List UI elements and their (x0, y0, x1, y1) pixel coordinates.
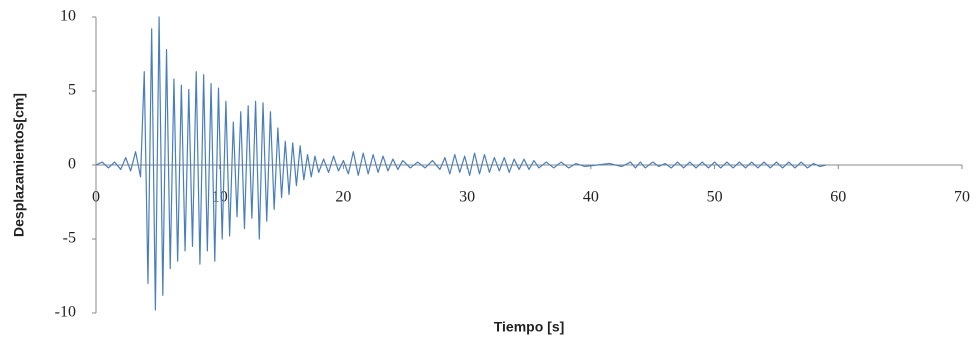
y-tick-label: -5 (63, 230, 76, 247)
x-tick-label: 30 (459, 189, 475, 206)
y-tick-label: 0 (68, 156, 76, 173)
y-tick-label: -10 (55, 304, 76, 321)
x-tick-label: 50 (707, 189, 723, 206)
x-tick-label: 40 (583, 189, 599, 206)
x-axis-title: Tiempo [s] (494, 319, 565, 335)
x-tick-label: 20 (335, 189, 351, 206)
y-tick-label: 5 (68, 82, 76, 99)
x-tick-label: 0 (92, 189, 100, 206)
y-axis-title: Desplazamientos[cm] (11, 93, 27, 237)
y-tick-label: 10 (60, 8, 76, 25)
x-tick-label: 60 (830, 189, 846, 206)
data-line (95, 16, 827, 311)
x-tick-label: 70 (954, 189, 970, 206)
